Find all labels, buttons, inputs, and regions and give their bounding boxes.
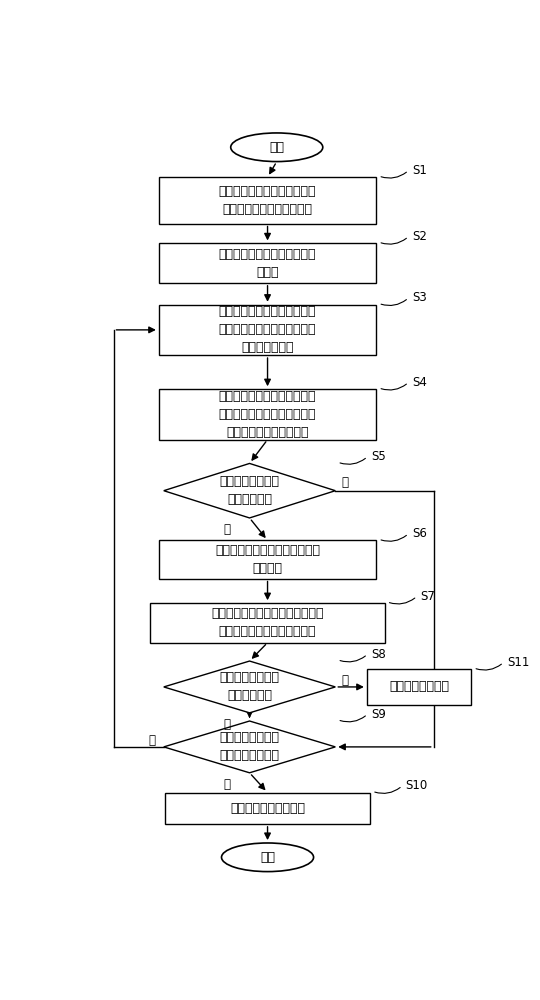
Text: 检测结果大于等于
第一预设值？: 检测结果大于等于 第一预设值？ [220,475,280,506]
Text: 扭矩感应模块检测当前扭矩，并将
当前检测结果反馈至控制模块: 扭矩感应模块检测当前扭矩，并将 当前检测结果反馈至控制模块 [211,607,324,638]
Text: 获取的厨余垃圾在位指令并向
控制模块发出待机启动指令: 获取的厨余垃圾在位指令并向 控制模块发出待机启动指令 [219,185,316,216]
Text: 是: 是 [223,523,230,536]
Text: 是: 是 [223,778,230,791]
Text: 否: 否 [342,476,349,489]
Polygon shape [164,721,335,773]
Text: S10: S10 [406,779,428,792]
Text: S5: S5 [371,450,386,463]
Text: 报警模块发出警报: 报警模块发出警报 [389,680,449,693]
FancyBboxPatch shape [150,603,384,643]
Text: 结束: 结束 [260,851,275,864]
Text: S9: S9 [371,708,386,721]
Polygon shape [164,661,335,713]
FancyBboxPatch shape [367,669,471,705]
Ellipse shape [231,133,323,162]
Text: 根据获取的执行模式指令，控
制模块控制研磨粉碎模块执行
对应的粉碎动作: 根据获取的执行模式指令，控 制模块控制研磨粉碎模块执行 对应的粉碎动作 [219,305,316,354]
Text: 否: 否 [148,734,156,747]
FancyBboxPatch shape [159,540,376,579]
Text: 是: 是 [223,718,230,731]
Text: S7: S7 [420,590,435,603]
Text: S11: S11 [507,656,529,669]
FancyBboxPatch shape [159,389,376,440]
FancyBboxPatch shape [159,305,376,355]
Text: 控制模块控制研磨粉碎模块执行
排障动作: 控制模块控制研磨粉碎模块执行 排障动作 [215,544,320,575]
Text: 否: 否 [342,674,349,687]
Text: S3: S3 [412,291,427,304]
Text: 获取执行模式指令并反馈至控
制模块: 获取执行模式指令并反馈至控 制模块 [219,248,316,279]
Text: 当前检测结果小于
第一预设值？: 当前检测结果小于 第一预设值？ [220,671,280,702]
Text: S8: S8 [371,648,386,661]
Polygon shape [164,463,335,518]
Text: 研磨粉碎模块停止动作: 研磨粉碎模块停止动作 [230,802,305,815]
Text: S2: S2 [412,230,427,243]
Text: S6: S6 [412,527,427,540]
Text: 当前检测结果小于
等于第二预设值？: 当前检测结果小于 等于第二预设值？ [220,731,280,762]
Ellipse shape [221,843,314,872]
Text: 开始: 开始 [269,141,284,154]
Text: S1: S1 [412,164,427,177]
FancyBboxPatch shape [159,243,376,283]
Text: S4: S4 [412,376,427,389]
FancyBboxPatch shape [165,793,370,824]
FancyBboxPatch shape [159,177,376,224]
Text: 扭矩感应模块实时检测研磨粉
碎模块中旋转轴的扭矩，并将
检测结果反馈至控制模块: 扭矩感应模块实时检测研磨粉 碎模块中旋转轴的扭矩，并将 检测结果反馈至控制模块 [219,390,316,439]
